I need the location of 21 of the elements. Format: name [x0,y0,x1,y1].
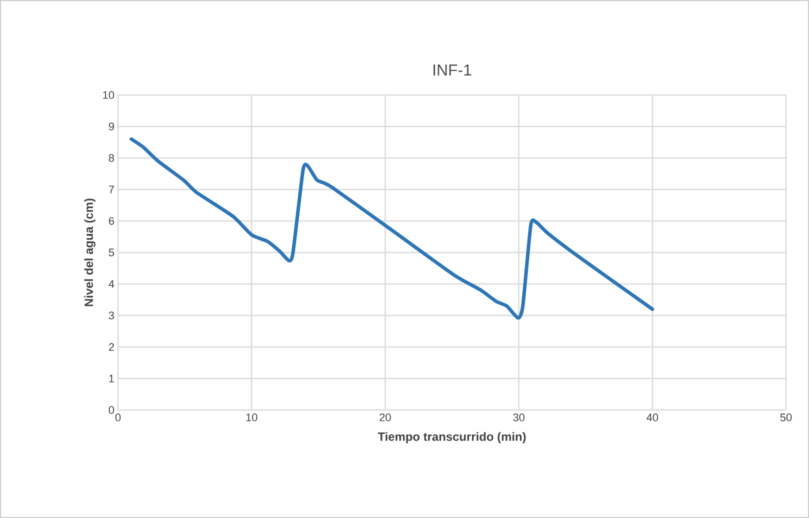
y-tick-label: 4 [108,280,114,288]
x-tick-label: 0 [115,414,121,422]
y-tick-label: 1 [109,374,114,382]
y-tick-label: 3 [108,312,114,320]
y-tick-label: 5 [108,248,114,256]
chart-title: INF-1 [434,64,472,76]
x-tick-label: 30 [513,414,524,422]
y-tick-label: 2 [108,343,114,351]
y-tick-label: 10 [103,91,114,99]
x-tick-label: 50 [780,414,792,422]
x-tick-label: 40 [646,414,658,422]
x-tick-label: 10 [246,414,258,422]
x-axis-title: Tiempo transcurrido (min) [378,432,526,444]
y-tick-label: 9 [108,122,114,130]
y-tick-label: 6 [108,217,114,225]
x-tick-label: 20 [380,414,391,422]
y-tick-label: 0 [108,406,114,414]
line-series [130,137,654,320]
y-tick-label: 8 [108,154,114,162]
y-axis-title: Nivel del agua (cm) [84,198,96,306]
y-tick-label: 7 [108,186,114,194]
